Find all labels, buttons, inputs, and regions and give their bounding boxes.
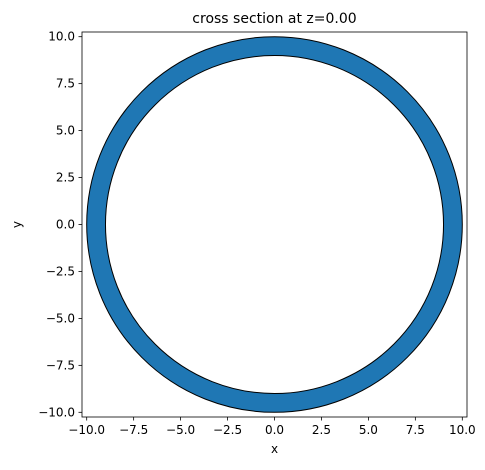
x-tick-label: 7.5 xyxy=(406,423,425,437)
y-tick-label: −5.0 xyxy=(46,311,75,325)
x-axis-label: x xyxy=(271,442,278,456)
annulus-shape xyxy=(86,36,463,413)
y-axis-ticks: −10.0 −7.5 −5.0 −2.5 0.0 2.5 5.0 7.5 10.0 xyxy=(38,30,82,419)
y-tick-label: 5.0 xyxy=(56,124,75,138)
y-axis-label: y xyxy=(10,221,24,228)
y-tick-label: 10.0 xyxy=(48,30,75,44)
y-tick-label: −10.0 xyxy=(38,405,75,419)
y-tick-label: 2.5 xyxy=(56,171,75,185)
x-tick-label: 2.5 xyxy=(312,423,331,437)
y-tick-label: 7.5 xyxy=(56,77,75,91)
x-tick-label: −7.5 xyxy=(119,423,148,437)
x-tick-label: −2.5 xyxy=(213,423,242,437)
y-tick-label: 0.0 xyxy=(56,218,75,232)
x-tick-label: 5.0 xyxy=(359,423,378,437)
x-tick-label: −10.0 xyxy=(68,423,105,437)
x-tick-label: 0.0 xyxy=(265,423,284,437)
x-tick-label: 10.0 xyxy=(449,423,476,437)
x-axis-ticks: −10.0 −7.5 −5.0 −2.5 0.0 2.5 5.0 7.5 10.0 xyxy=(68,417,476,437)
y-tick-label: −2.5 xyxy=(46,264,75,278)
x-tick-label: −5.0 xyxy=(166,423,195,437)
chart-title: cross section at z=0.00 xyxy=(192,11,356,27)
y-tick-label: −7.5 xyxy=(46,358,75,372)
